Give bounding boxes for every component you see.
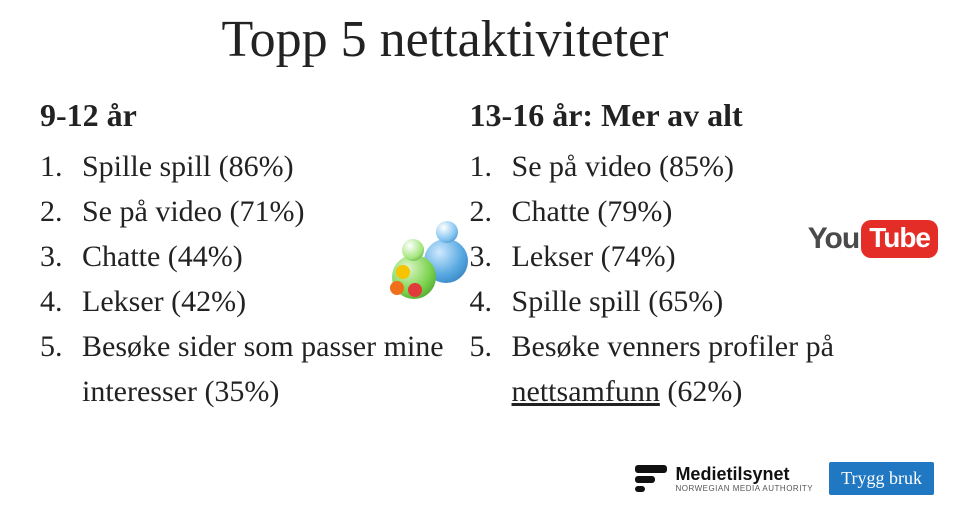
slide-title: Topp 5 nettaktiviteter	[40, 10, 850, 69]
list-item-label: Besøke venners profiler på nettsamfunn (…	[512, 324, 920, 414]
list-item-label: Lekser (42%)	[82, 279, 246, 324]
list-item: Lekser (42%)	[40, 279, 450, 324]
footer-logos: Medietilsynet NORWEGIAN MEDIA AUTHORITY …	[635, 462, 934, 495]
youtube-you: You	[808, 222, 859, 256]
left-list: Spille spill (86%) Se på video (71%) Cha…	[40, 144, 450, 414]
right-list: Se på video (85%) Chatte (79%) Lekser (7…	[470, 144, 920, 414]
list-item-label: Chatte (79%)	[512, 189, 673, 234]
list-item: Chatte (44%)	[40, 234, 450, 279]
list-item: Besøke venners profiler på nettsamfunn (…	[470, 324, 920, 414]
medietilsynet-logo: Medietilsynet NORWEGIAN MEDIA AUTHORITY	[635, 463, 813, 495]
right-heading-prefix: 13-16 år:	[470, 97, 602, 133]
left-heading: 9-12 år	[40, 97, 450, 134]
right-heading: 13-16 år: Mer av alt	[470, 97, 920, 134]
medietilsynet-subtitle: NORWEGIAN MEDIA AUTHORITY	[675, 485, 813, 493]
medietilsynet-text: Medietilsynet NORWEGIAN MEDIA AUTHORITY	[675, 465, 813, 493]
messenger-buddies-icon	[390, 225, 476, 311]
list-item: Besøke sider som passer mine interesser …	[40, 324, 450, 414]
list-item: Spille spill (86%)	[40, 144, 450, 189]
list-item: Se på video (85%)	[470, 144, 920, 189]
list-item-label: Se på video (71%)	[82, 189, 304, 234]
last-item-prefix: Besøke venners profiler på	[512, 330, 834, 363]
slide: Topp 5 nettaktiviteter 9-12 år Spille sp…	[0, 0, 960, 507]
list-item-label: Lekser (74%)	[512, 234, 676, 279]
youtube-tube: Tube	[861, 220, 938, 258]
last-item-underlined: nettsamfunn	[512, 375, 660, 408]
medietilsynet-mark-icon	[635, 463, 667, 495]
right-heading-suffix: Mer av alt	[601, 97, 743, 133]
youtube-logo: You Tube	[808, 220, 938, 258]
list-item-label: Se på video (85%)	[512, 144, 734, 189]
list-item-label: Besøke sider som passer mine interesser …	[82, 324, 450, 414]
tryggbruk-badge: Trygg bruk	[829, 462, 934, 495]
list-item: Se på video (71%)	[40, 189, 450, 234]
list-item: Spille spill (65%)	[470, 279, 920, 324]
list-item-label: Chatte (44%)	[82, 234, 243, 279]
columns: 9-12 år Spille spill (86%) Se på video (…	[40, 97, 920, 414]
left-column: 9-12 år Spille spill (86%) Se på video (…	[40, 97, 450, 414]
last-item-suffix: (62%)	[660, 375, 742, 408]
medietilsynet-name: Medietilsynet	[675, 465, 813, 483]
list-item-label: Spille spill (65%)	[512, 279, 724, 324]
list-item-label: Spille spill (86%)	[82, 144, 294, 189]
